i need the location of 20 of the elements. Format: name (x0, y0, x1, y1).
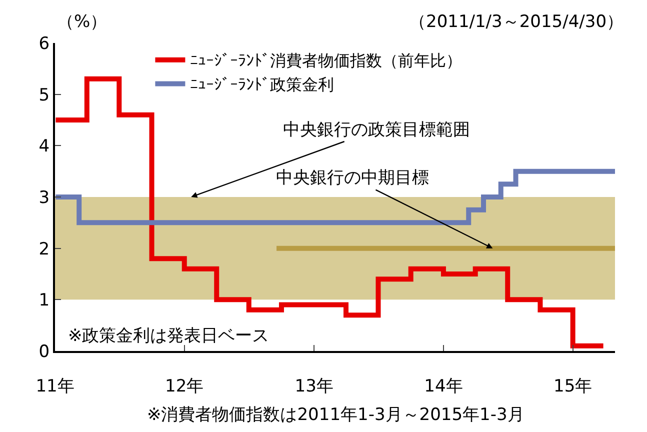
legend-label: ﾆｭｰｼﾞｰﾗﾝﾄﾞ政策金利 (190, 74, 334, 94)
y-tick-label: 6 (38, 34, 50, 54)
x-tick-label: 14年 (424, 376, 463, 396)
text: ※消費者物価指数は2011年1-3月～2015年1-3月 (147, 405, 524, 425)
y-tick-label: 3 (38, 188, 50, 208)
y-axis-title: （%） (57, 12, 108, 32)
chart-subtitle: （2011/1/3～2015/4/30） (409, 12, 624, 32)
x-tick-label: 12年 (165, 376, 204, 396)
annotation: ※政策金利は発表日ベース (68, 326, 270, 346)
x-tick-label: 11年 (36, 376, 74, 396)
y-tick-label: 1 (38, 290, 50, 311)
y-tick-label: 5 (38, 85, 50, 106)
x-tick-label: 13年 (294, 376, 334, 396)
y-tick-label: 4 (38, 136, 50, 157)
annotation: 中央銀行の政策目標範囲 (283, 120, 470, 140)
x-tick-label: 15年 (554, 376, 592, 396)
annotation: 中央銀行の中期目標 (276, 168, 429, 188)
y-tick-label: 0 (38, 342, 50, 362)
y-tick-label: 2 (38, 239, 50, 260)
legend-label: ﾆｭｰｼﾞｰﾗﾝﾄﾞ消費者物価指数（前年比） (190, 51, 462, 70)
